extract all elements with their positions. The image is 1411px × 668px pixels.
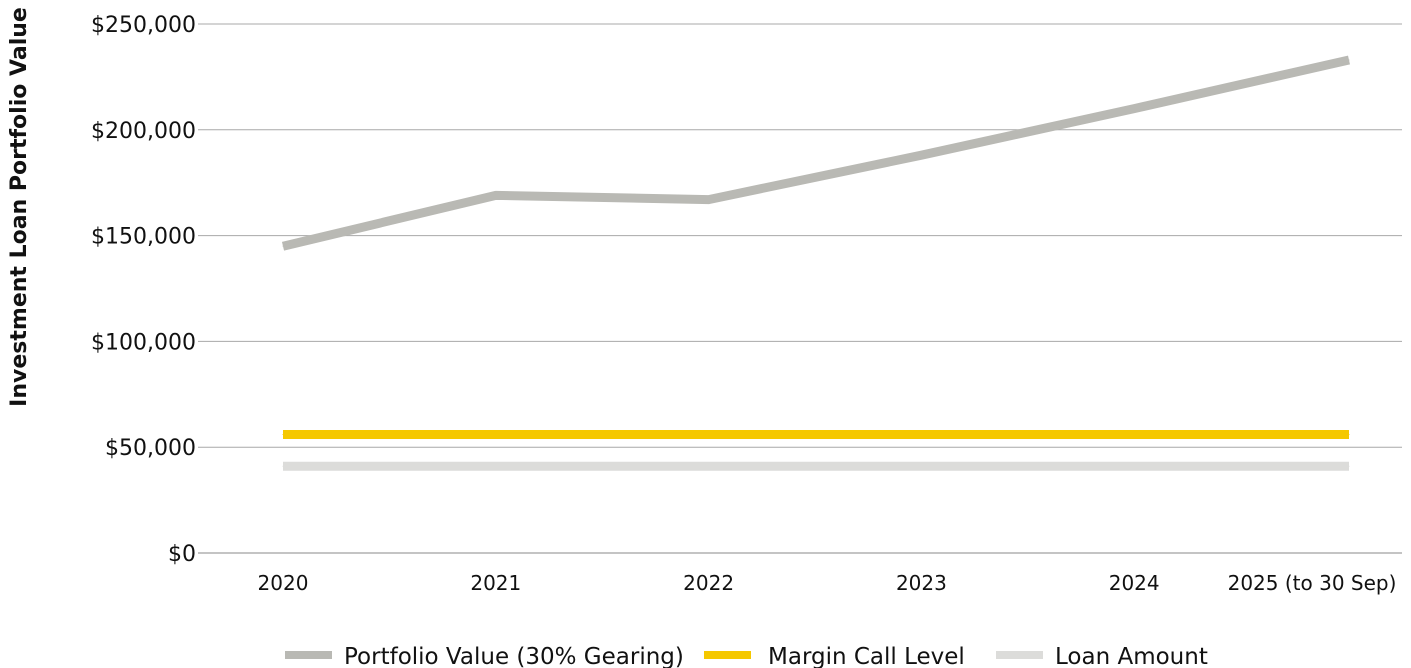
- data-point: [1133, 108, 1135, 110]
- y-tick-labels: $0 $50,000 $100,000 $150,000 $200,000 $250,00…: [91, 13, 196, 567]
- data-point: [1133, 434, 1135, 436]
- legend-label: Loan Amount: [1055, 644, 1208, 668]
- legend-swatch: [704, 651, 751, 659]
- data-point: [495, 465, 497, 467]
- x-tick-label: 2022: [683, 571, 734, 595]
- data-point: [1348, 59, 1350, 61]
- data-point: [1348, 434, 1350, 436]
- data-point: [920, 465, 922, 467]
- data-point: [920, 154, 922, 156]
- data-point: [282, 465, 284, 467]
- gridlines: [198, 23, 1402, 554]
- data-point: [708, 434, 710, 436]
- x-tick-label: 2023: [896, 571, 947, 595]
- data-point: [495, 434, 497, 436]
- data-point: [1348, 465, 1350, 467]
- series-lines: [281, 55, 1350, 471]
- x-tick-label: 2024: [1109, 571, 1160, 595]
- data-point: [708, 465, 710, 467]
- legend-swatch: [285, 651, 332, 659]
- y-tick-label: $250,000: [91, 13, 196, 38]
- x-tick-label: 2025 (to 30 Sep): [1228, 571, 1397, 595]
- x-tick-label: 2021: [470, 571, 521, 595]
- data-point: [495, 194, 497, 196]
- legend-label: Portfolio Value (30% Gearing): [344, 644, 684, 668]
- data-point: [920, 434, 922, 436]
- y-tick-label: $100,000: [91, 330, 196, 355]
- y-axis-title: Investment Loan Portfolio Value: [7, 7, 32, 407]
- legend-swatch: [996, 651, 1043, 659]
- x-tick-labels: 2020 2021 2022 2023 2024 2025 (to 30 Sep): [258, 571, 1397, 595]
- data-point: [1133, 465, 1135, 467]
- series-line: [281, 55, 1350, 251]
- x-tick-label: 2020: [258, 571, 309, 595]
- data-point: [708, 199, 710, 201]
- legend-label: Margin Call Level: [768, 644, 965, 668]
- data-point: [282, 245, 284, 247]
- data-point: [282, 434, 284, 436]
- y-tick-label: $200,000: [91, 119, 196, 144]
- y-tick-label: $0: [168, 542, 196, 567]
- legend: Portfolio Value (30% Gearing) Margin Call…: [285, 644, 1208, 668]
- y-tick-label: $150,000: [91, 225, 196, 250]
- y-tick-label: $50,000: [105, 436, 196, 461]
